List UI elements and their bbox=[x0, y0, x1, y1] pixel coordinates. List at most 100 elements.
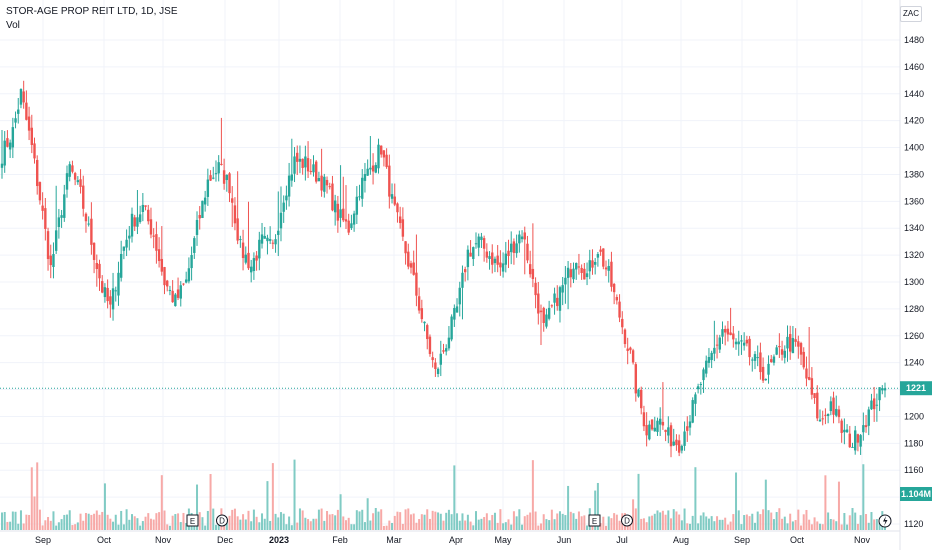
volume-bar bbox=[640, 518, 643, 530]
volume-bar bbox=[47, 517, 50, 530]
candle-body bbox=[843, 429, 846, 433]
earnings-marker[interactable]: E bbox=[186, 514, 199, 527]
volume-bar bbox=[166, 524, 169, 530]
candle-body bbox=[531, 268, 535, 279]
symbol-title[interactable]: STOR-AGE PROP REIT LTD, 1D, JSE bbox=[6, 6, 178, 17]
candle-body bbox=[333, 200, 337, 213]
y-tick-label: 1120 bbox=[904, 519, 923, 529]
candle-body bbox=[304, 156, 307, 168]
candle-body bbox=[683, 431, 686, 446]
volume-bar bbox=[68, 510, 71, 530]
time-axis[interactable]: Sep Oct Nov Dec 2023 Feb Mar Apr May Jun Jul Aug Sep… bbox=[35, 535, 871, 545]
volume-bar bbox=[688, 523, 691, 530]
candle-body bbox=[385, 154, 388, 168]
candle-body bbox=[580, 267, 583, 274]
volume-bar bbox=[168, 525, 171, 530]
candle-body bbox=[293, 156, 296, 174]
volume-bar bbox=[193, 523, 196, 530]
volume-bar bbox=[271, 463, 274, 530]
volume-bar bbox=[95, 510, 98, 530]
candle-body bbox=[231, 198, 234, 203]
volume-bar bbox=[36, 462, 39, 530]
y-tick-label: 1200 bbox=[904, 411, 924, 421]
y-tick-label: 1240 bbox=[904, 358, 924, 368]
candle-body bbox=[371, 165, 375, 172]
volume-bar bbox=[204, 525, 207, 530]
candle-body bbox=[350, 223, 353, 229]
volume-bar bbox=[6, 521, 9, 530]
volume-bar bbox=[214, 524, 217, 530]
candle-body bbox=[558, 287, 562, 311]
volume-bar bbox=[434, 511, 437, 530]
volume-bar bbox=[770, 512, 773, 530]
candle-body bbox=[851, 446, 854, 448]
candle-body bbox=[699, 384, 703, 386]
volume-bar bbox=[531, 460, 534, 530]
volume-bar bbox=[480, 518, 483, 530]
volume-bar bbox=[307, 519, 310, 530]
volume-bar bbox=[686, 523, 689, 530]
candle-body bbox=[607, 265, 610, 271]
candle-body bbox=[569, 269, 573, 278]
candle-body bbox=[117, 272, 120, 296]
volume-bar bbox=[518, 509, 521, 530]
price-axis[interactable]: 1120114011601180120012201240126012801300… bbox=[904, 35, 924, 529]
candle-body bbox=[111, 288, 115, 310]
candle-body bbox=[90, 218, 93, 245]
candle-body bbox=[171, 290, 174, 303]
y-tick-label: 1320 bbox=[904, 250, 924, 260]
candle-body bbox=[212, 177, 215, 179]
volume-bar bbox=[493, 512, 496, 530]
volume-bar bbox=[52, 511, 55, 530]
volume-bar bbox=[537, 525, 540, 530]
candle-body bbox=[593, 262, 597, 265]
candle-body bbox=[201, 200, 204, 219]
candle-body bbox=[729, 332, 732, 335]
candle-body bbox=[726, 328, 730, 335]
candle-body bbox=[648, 424, 651, 440]
volume-bar bbox=[705, 516, 708, 530]
volume-bar bbox=[748, 516, 751, 530]
candle-body bbox=[520, 236, 524, 240]
volume-bar bbox=[122, 524, 125, 530]
candle-body bbox=[101, 281, 104, 293]
dividend-marker[interactable]: D bbox=[621, 514, 633, 527]
candle-body bbox=[564, 277, 567, 285]
dividend-marker[interactable]: D bbox=[216, 514, 228, 527]
volume-bar bbox=[342, 516, 345, 530]
volume-label[interactable]: Vol bbox=[6, 20, 20, 31]
volume-bar bbox=[615, 514, 618, 530]
dividend-letter: D bbox=[624, 517, 630, 526]
volume-bar bbox=[382, 525, 385, 530]
candle-body bbox=[255, 255, 258, 261]
volume-bar bbox=[74, 524, 77, 530]
volume-bar bbox=[38, 509, 41, 530]
volume-bar bbox=[504, 522, 507, 530]
candle-body bbox=[306, 158, 310, 172]
volume-bar bbox=[258, 522, 261, 530]
volume-bar bbox=[464, 520, 467, 530]
candle-body bbox=[575, 263, 578, 270]
candle-body bbox=[775, 347, 778, 355]
volume-bar bbox=[634, 508, 637, 530]
volume-bar bbox=[854, 512, 857, 530]
candle-body bbox=[168, 289, 172, 291]
candle-body bbox=[631, 350, 635, 363]
volume-bar bbox=[512, 511, 515, 530]
candle-body bbox=[114, 290, 117, 292]
volume-bar bbox=[212, 508, 215, 530]
candle-body bbox=[629, 347, 632, 351]
candle-body bbox=[54, 230, 58, 251]
volume-bar bbox=[9, 521, 12, 530]
lightning-icon[interactable] bbox=[878, 514, 892, 528]
candle-body bbox=[837, 409, 841, 418]
y-tick-label: 1300 bbox=[904, 277, 924, 287]
candle-body bbox=[510, 243, 513, 253]
volume-bar bbox=[93, 513, 96, 530]
volume-bar bbox=[567, 485, 570, 530]
earnings-marker[interactable]: E bbox=[588, 514, 601, 527]
volume-bar bbox=[878, 522, 881, 530]
candle-body bbox=[420, 308, 424, 320]
currency-badge[interactable]: ZAC bbox=[900, 6, 922, 22]
